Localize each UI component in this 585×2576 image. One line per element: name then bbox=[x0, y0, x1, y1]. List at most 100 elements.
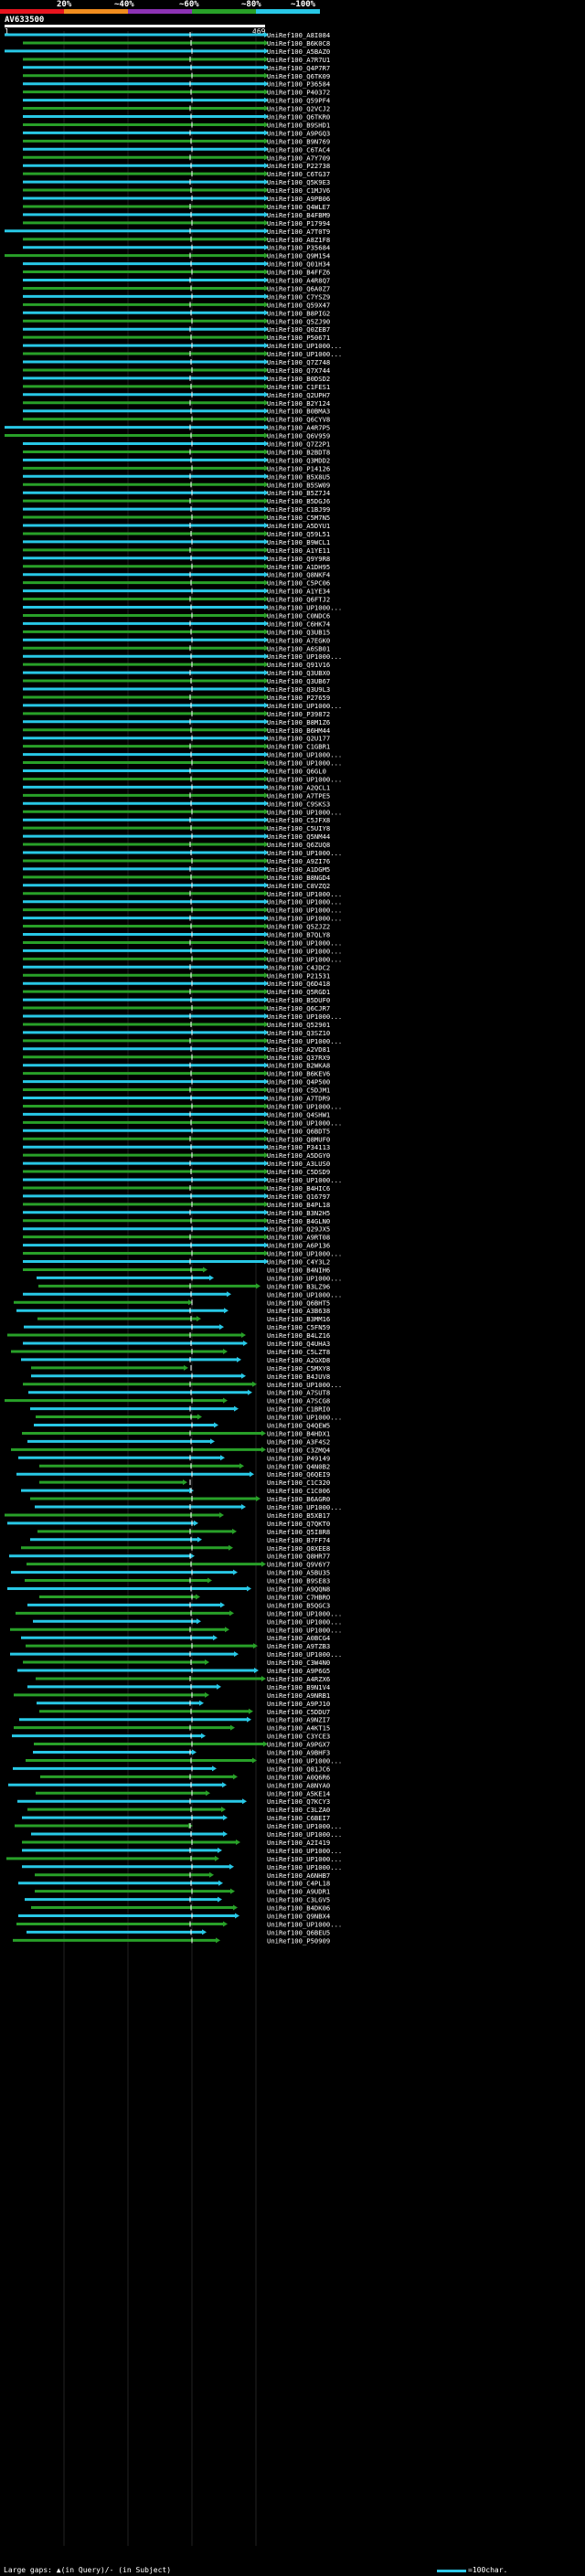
hit-label: UniRef100_A8I084 bbox=[267, 31, 330, 39]
hit-arrow bbox=[247, 1585, 251, 1592]
hit-row: UniRef100_Q6D418 bbox=[23, 980, 330, 988]
hit-arrow bbox=[264, 228, 269, 234]
hit-arrow bbox=[264, 825, 269, 832]
hit-label: UniRef100_B0DSD2 bbox=[267, 375, 330, 383]
hit-arrow bbox=[264, 1234, 269, 1240]
hit-label: UniRef100_UP1000... bbox=[267, 1650, 342, 1659]
hit-arrow bbox=[239, 1463, 244, 1469]
hit-arrow bbox=[264, 366, 269, 373]
hit-row: UniRef100_B0BMA3 bbox=[23, 408, 330, 416]
hit-label: UniRef100_UP1000... bbox=[267, 1118, 342, 1127]
hit-row: UniRef100_A4R8Q7 bbox=[23, 277, 330, 285]
hit-label: UniRef100_Q5NM44 bbox=[267, 832, 330, 841]
hit-row: UniRef100_UP1000... bbox=[23, 751, 342, 759]
identity-scale-bar: 20% ~40% ~60% ~80% ~100% bbox=[0, 0, 585, 16]
hit-row: UniRef100_B4PL18 bbox=[23, 1201, 330, 1209]
hit-row: UniRef100_UP1000... bbox=[23, 1250, 342, 1258]
hit-arrow bbox=[210, 1438, 215, 1445]
hit-label: UniRef100_Q4SHW1 bbox=[267, 1110, 330, 1118]
hit-label: UniRef100_UP1000... bbox=[267, 1037, 342, 1045]
hit-row: UniRef100_UP1000... bbox=[23, 808, 342, 816]
hit-label: UniRef100_Q8NKF4 bbox=[267, 571, 330, 579]
hit-arrow bbox=[264, 842, 269, 848]
hit-row: UniRef100_B4JUV8 bbox=[31, 1373, 330, 1381]
hit-row: UniRef100_C8VZQ2 bbox=[23, 882, 330, 890]
hit-arrow bbox=[264, 490, 269, 496]
hit-row: UniRef100_Q9Y9R8 bbox=[23, 555, 330, 563]
hit-row: UniRef100_Q7X744 bbox=[23, 366, 330, 375]
hit-label: UniRef100_C5FN59 bbox=[267, 1323, 330, 1331]
hit-label: UniRef100_C1BRI0 bbox=[267, 1405, 330, 1414]
hit-row: UniRef100_C6BEI7 bbox=[22, 1814, 330, 1822]
hit-row: UniRef100_Q3SZ10 bbox=[23, 1029, 330, 1037]
hit-row: UniRef100_B4FBM9 bbox=[23, 211, 330, 219]
hit-label: UniRef100_A6NHB7 bbox=[267, 1871, 330, 1880]
hit-row: UniRef100_C4JDC2 bbox=[23, 963, 330, 971]
hit-row: UniRef100_Q5RGD1 bbox=[23, 988, 330, 996]
hit-label: UniRef100_UP1000... bbox=[267, 915, 342, 923]
hit-row: UniRef100_A9BHF3 bbox=[33, 1749, 330, 1757]
hit-row: UniRef100_UP1000... bbox=[23, 652, 342, 661]
hit-row: UniRef100_B3N2H5 bbox=[23, 1209, 330, 1217]
hit-label: UniRef100_A7EGK0 bbox=[267, 636, 330, 644]
hit-label: UniRef100_C1BJ99 bbox=[267, 505, 330, 514]
hit-label: UniRef100_A4KT15 bbox=[267, 1724, 330, 1733]
hit-row: UniRef100_C1C006 bbox=[21, 1487, 330, 1495]
scale-segment-purple bbox=[128, 9, 192, 14]
hit-row: UniRef100_UP1000... bbox=[23, 1102, 342, 1110]
hit-arrow bbox=[205, 1659, 209, 1666]
scale-segment-orange bbox=[64, 9, 128, 14]
hit-arrow bbox=[264, 800, 269, 807]
hit-row: UniRef100_A9UDR1 bbox=[35, 1888, 330, 1896]
hit-arrow bbox=[264, 48, 269, 54]
hit-arrow bbox=[223, 1921, 228, 1927]
hit-row: UniRef100_UP1000... bbox=[10, 1626, 342, 1634]
hit-row: UniRef100_UP1000... bbox=[23, 1012, 342, 1021]
hit-arrow bbox=[264, 56, 269, 62]
hit-row: UniRef100_B5SW09 bbox=[23, 481, 330, 489]
hit-row: UniRef100_C3LGV5 bbox=[25, 1896, 330, 1904]
hit-row: UniRef100_B8M1Z6 bbox=[23, 718, 330, 726]
hit-row: UniRef100_A1DGM5 bbox=[23, 865, 330, 874]
hit-label: UniRef100_P17994 bbox=[267, 219, 330, 228]
hit-label: UniRef100_A9RT08 bbox=[267, 1234, 330, 1242]
scale-label-40: ~40% bbox=[114, 0, 134, 9]
hit-arrow bbox=[264, 113, 269, 120]
hit-label: UniRef100_UP1000... bbox=[267, 1847, 342, 1855]
hit-arrow bbox=[220, 1455, 225, 1461]
query-bar bbox=[5, 25, 265, 27]
hit-label: UniRef100_UP1000... bbox=[267, 775, 342, 783]
hit-label: UniRef100_A9UDR1 bbox=[267, 1888, 330, 1896]
hit-label: UniRef100_Q9M154 bbox=[267, 252, 330, 260]
hit-arrow bbox=[264, 588, 269, 594]
hit-arrow bbox=[264, 579, 269, 586]
hit-label: UniRef100_C3W4N0 bbox=[267, 1659, 330, 1667]
hit-label: UniRef100_P22738 bbox=[267, 162, 330, 170]
hit-row: UniRef100_Q3UB15 bbox=[23, 628, 330, 636]
hit-arrow bbox=[264, 735, 269, 741]
hit-row: UniRef100_UP1000... bbox=[23, 1176, 342, 1184]
hit-row: UniRef100_A7Y709 bbox=[23, 154, 330, 162]
hit-row: UniRef100_B4HIC6 bbox=[23, 1184, 330, 1193]
hit-label: UniRef100_A7SCG8 bbox=[267, 1397, 330, 1405]
hit-arrow bbox=[264, 931, 269, 938]
hit-arrow bbox=[261, 1675, 266, 1681]
hit-row: UniRef100_C3YCE3 bbox=[12, 1733, 330, 1741]
hit-label: UniRef100_A9NZI7 bbox=[267, 1716, 330, 1724]
hit-label: UniRef100_A6SB01 bbox=[267, 644, 330, 652]
hit-label: UniRef100_Q6TKR0 bbox=[267, 113, 330, 122]
hit-arrow bbox=[264, 759, 269, 766]
scale-segment-green bbox=[192, 9, 256, 14]
hit-arrow bbox=[264, 694, 269, 700]
hit-row: UniRef100_Q6BHT5 bbox=[14, 1299, 330, 1307]
hit-row: UniRef100_A5KE14 bbox=[36, 1789, 330, 1797]
hit-label: UniRef100_C5DDU7 bbox=[267, 1708, 330, 1716]
hit-label: UniRef100_A2VD81 bbox=[267, 1045, 330, 1054]
hit-arrow bbox=[264, 138, 269, 144]
hit-row: UniRef100_A5BU35 bbox=[11, 1569, 330, 1577]
hit-label: UniRef100_Q6QEI9 bbox=[267, 1470, 330, 1479]
hit-arrow bbox=[264, 915, 269, 921]
hit-row: UniRef100_A2GXD8 bbox=[21, 1356, 330, 1364]
hit-label: UniRef100_B5QGC3 bbox=[267, 1601, 330, 1609]
hit-row: UniRef100_UP1000... bbox=[23, 890, 342, 898]
